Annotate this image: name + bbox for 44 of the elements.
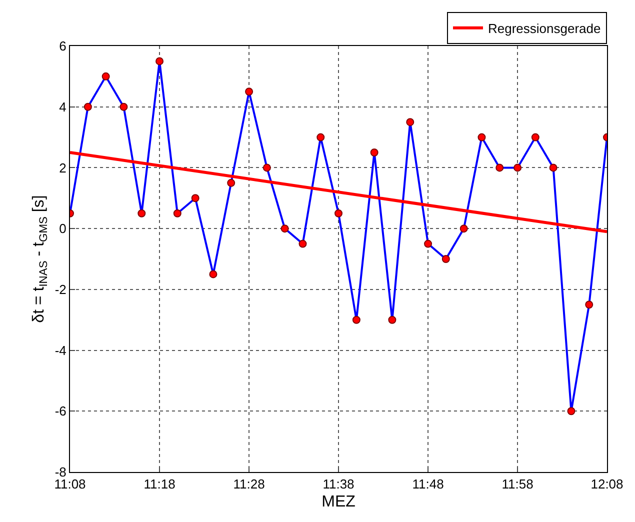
point bbox=[496, 164, 504, 172]
x-tick-label: 11:38 bbox=[322, 476, 354, 492]
point bbox=[352, 316, 360, 324]
point bbox=[262, 164, 271, 172]
y-tick-label: 2 bbox=[59, 160, 66, 176]
point bbox=[334, 209, 342, 218]
point bbox=[406, 118, 414, 126]
point bbox=[227, 178, 236, 187]
point bbox=[120, 102, 128, 111]
y-tick-label: 0 bbox=[59, 221, 66, 236]
point bbox=[478, 133, 486, 142]
point bbox=[245, 88, 254, 96]
point bbox=[370, 148, 378, 156]
y-tick-label: 6 bbox=[59, 38, 66, 54]
point bbox=[209, 270, 218, 278]
point bbox=[156, 57, 164, 66]
point bbox=[442, 255, 450, 263]
point bbox=[514, 164, 522, 172]
point bbox=[298, 240, 307, 248]
point bbox=[84, 102, 92, 111]
point bbox=[173, 209, 182, 218]
point bbox=[424, 240, 432, 248]
point bbox=[531, 133, 540, 142]
point bbox=[191, 194, 200, 202]
x-tick-label: 11:28 bbox=[233, 476, 265, 492]
point bbox=[280, 224, 289, 233]
point bbox=[388, 316, 396, 324]
y-tick-label: -4 bbox=[54, 342, 66, 358]
x-axis-title: MEZ bbox=[322, 493, 356, 510]
point bbox=[585, 300, 594, 309]
x-tick-label: 11:58 bbox=[502, 476, 534, 492]
point bbox=[102, 72, 110, 80]
point bbox=[567, 407, 576, 416]
x-tick-label: 11:48 bbox=[412, 476, 444, 492]
point bbox=[138, 209, 146, 218]
point bbox=[316, 133, 325, 142]
x-tick-label: 12:08 bbox=[590, 476, 624, 492]
y-tick-label: 4 bbox=[59, 99, 66, 114]
x-tick-label: 11:18 bbox=[144, 476, 176, 492]
y-tick-label: -6 bbox=[54, 404, 66, 419]
y-tick-label: -2 bbox=[54, 282, 66, 297]
point bbox=[549, 164, 558, 172]
legend-label: Regressionsgerade bbox=[488, 20, 601, 36]
point bbox=[460, 224, 468, 233]
